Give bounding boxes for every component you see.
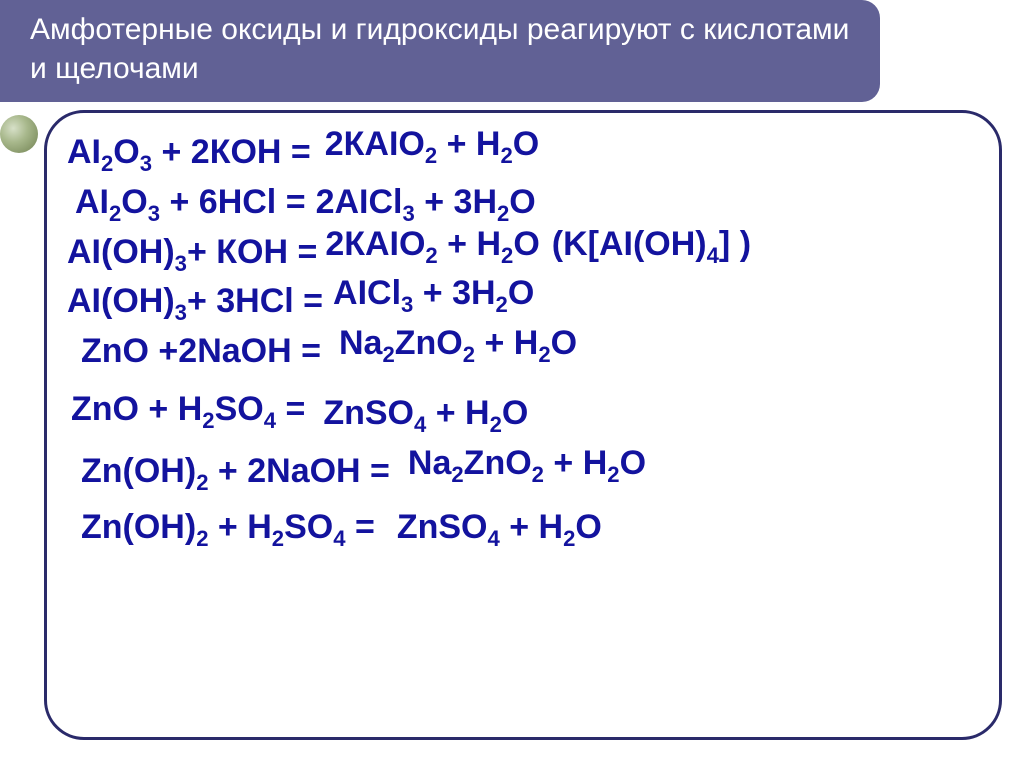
equation-lhs: ZnO +2NaOH = bbox=[81, 332, 321, 371]
equation-rhs: ZnSO4 + H2O bbox=[397, 508, 602, 552]
equation-row: AI(OH)3+ 3HCl = AICl3 + 3H2O bbox=[67, 282, 989, 326]
equation-rhs: 2КAIO2 + H2O bbox=[325, 125, 539, 169]
equation-row: ZnO + H2SO4 = ZnSO4 + H2O bbox=[67, 390, 989, 434]
equation-lhs: AI(OH)3+ 3HCl = bbox=[67, 282, 323, 326]
equations-frame: AI2O3 + 2КOH = 2КAIO2 + H2O AI2O3 + 6HCl… bbox=[44, 110, 1002, 740]
slide-title: Амфотерные оксиды и гидроксиды реагируют… bbox=[0, 0, 880, 102]
equation-lhs: Zn(OH)2 + H2SO4 = bbox=[81, 508, 375, 552]
equation-row: AI2O3 + 6HCl = 2AICl3 + 3H2O bbox=[67, 183, 989, 227]
equation-rhs: Na2ZnO2 + H2O bbox=[339, 324, 577, 368]
equation-row: AI(OH)3+ КOH = 2КAIO2 + H2O (K[AI(OH)4] … bbox=[67, 233, 989, 277]
equation-lhs: AI2O3 + 6HCl = bbox=[75, 183, 306, 227]
equation-rhs: Na2ZnO2 + H2O bbox=[408, 444, 646, 488]
equation-lhs: ZnO + H2SO4 = bbox=[71, 390, 305, 434]
bullet-sphere bbox=[0, 115, 38, 153]
equation-rhs: 2КAIO2 + H2O bbox=[325, 225, 539, 269]
equation-row: AI2O3 + 2КOH = 2КAIO2 + H2O bbox=[67, 133, 989, 177]
equation-lhs: Zn(OH)2 + 2NaOH = bbox=[81, 452, 390, 496]
equation-rhs: 2AICl3 + 3H2O bbox=[316, 183, 536, 227]
equation-row: Zn(OH)2 + H2SO4 = ZnSO4 + H2O bbox=[67, 508, 989, 552]
equation-lhs: AI(OH)3+ КOH = bbox=[67, 233, 317, 277]
equation-row: Zn(OH)2 + 2NaOH = Na2ZnO2 + H2O bbox=[67, 452, 989, 496]
equation-rhs: ZnSO4 + H2O bbox=[323, 394, 528, 438]
equation-side-note: (K[AI(OH)4] ) bbox=[552, 225, 751, 269]
equation-rhs: AICl3 + 3H2O bbox=[333, 274, 534, 318]
equation-lhs: AI2O3 + 2КOH = bbox=[67, 133, 311, 177]
equation-row: ZnO +2NaOH = Na2ZnO2 + H2O bbox=[67, 332, 989, 376]
